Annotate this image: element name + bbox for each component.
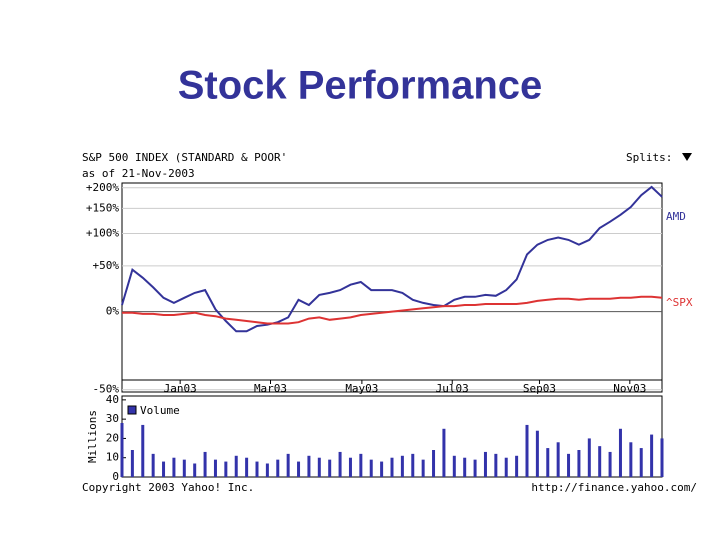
volume-bar: [151, 453, 155, 477]
y-tick-label: +200%: [86, 181, 119, 194]
volume-bar: [265, 463, 269, 477]
slide-title: Stock Performance: [178, 64, 543, 108]
y-tick-label: 10: [106, 451, 119, 464]
y-tick-label: 20: [106, 431, 119, 444]
volume-bar: [141, 424, 145, 477]
volume-bar: [276, 459, 280, 477]
x-tick-label: Sep03: [523, 382, 556, 395]
volume-bar: [650, 434, 654, 477]
y-tick-label: 40: [106, 393, 119, 406]
y-tick-label: 30: [106, 412, 119, 425]
volume-bar: [442, 428, 446, 477]
x-tick-label: Jan03: [164, 382, 197, 395]
x-tick-label: Nov03: [613, 382, 646, 395]
volume-bar: [224, 461, 228, 477]
chart-subtitle: as of 21-Nov-2003: [82, 167, 195, 180]
x-tick-label: Mar03: [254, 382, 287, 395]
footer-left: Copyright 2003 Yahoo! Inc.: [82, 481, 254, 494]
volume-bar: [130, 450, 134, 477]
volume-bar: [286, 453, 290, 477]
plot-frame: [121, 182, 663, 393]
volume-bar: [660, 438, 664, 477]
volume-bar: [598, 446, 602, 477]
volume-bar: [213, 459, 217, 477]
y-tick-label: -50%: [93, 383, 120, 396]
y-tick-label: 0%: [106, 305, 120, 318]
volume-bar: [193, 463, 197, 477]
legend-label: Volume: [140, 404, 180, 417]
volume-bar: [162, 461, 166, 477]
volume-bar: [390, 457, 394, 477]
x-tick-label: May03: [345, 382, 378, 395]
volume-bar: [348, 457, 352, 477]
volume-bar: [629, 442, 633, 477]
volume-bar: [411, 453, 415, 477]
y-axis-label: Millions: [86, 410, 99, 463]
volume-bar: [421, 459, 425, 477]
footer-right: http://finance.yahoo.com/: [531, 481, 697, 494]
volume-bar: [567, 453, 571, 477]
volume-bar: [359, 453, 363, 477]
volume-bar: [255, 461, 259, 477]
volume-bar: [432, 450, 436, 477]
volume-bar: [328, 459, 332, 477]
volume-bar: [618, 428, 622, 477]
volume-bar: [483, 451, 487, 477]
volume-bar: [535, 430, 539, 477]
volume-bar: [639, 448, 643, 477]
volume-bar: [400, 455, 404, 477]
y-tick-label: +150%: [86, 201, 119, 214]
volume-bar: [245, 457, 249, 477]
volume-bar: [452, 455, 456, 477]
price-line: [121, 185, 663, 333]
chart-title: S&P 500 INDEX (STANDARD & POOR': [82, 151, 287, 164]
volume-bar: [182, 459, 186, 477]
volume-bar: [525, 424, 529, 477]
volume-bar: [307, 455, 311, 477]
y-tick-label: +100%: [86, 226, 119, 239]
y-tick-label: +50%: [93, 259, 120, 272]
y-tick-label: 0: [112, 470, 119, 483]
series-label: ^SPX: [666, 296, 693, 309]
volume-bar: [380, 461, 384, 477]
splits-icon: [682, 153, 692, 161]
price-line: [122, 295, 663, 325]
x-tick-label: Jul03: [436, 382, 469, 395]
volume-bar: [172, 457, 176, 477]
volume-bar: [515, 455, 519, 477]
volume-bar: [546, 448, 550, 477]
volume-bar: [338, 451, 342, 477]
volume-bar: [120, 423, 124, 477]
volume-bar: [203, 451, 207, 477]
volume-bar: [504, 457, 508, 477]
volume-bar: [556, 442, 560, 477]
volume-bar: [494, 453, 498, 477]
splits-label: Splits:: [626, 151, 672, 164]
volume-bar: [369, 459, 373, 477]
volume-bar: [608, 451, 612, 477]
volume-bar: [463, 457, 467, 477]
volume-bar: [473, 459, 477, 477]
volume-bar: [587, 438, 591, 477]
series-label: AMD: [666, 210, 686, 223]
volume-bar: [234, 455, 238, 477]
legend-swatch: [127, 405, 137, 415]
volume-bar: [317, 457, 321, 477]
volume-bar: [297, 461, 301, 477]
volume-bar: [577, 450, 581, 477]
